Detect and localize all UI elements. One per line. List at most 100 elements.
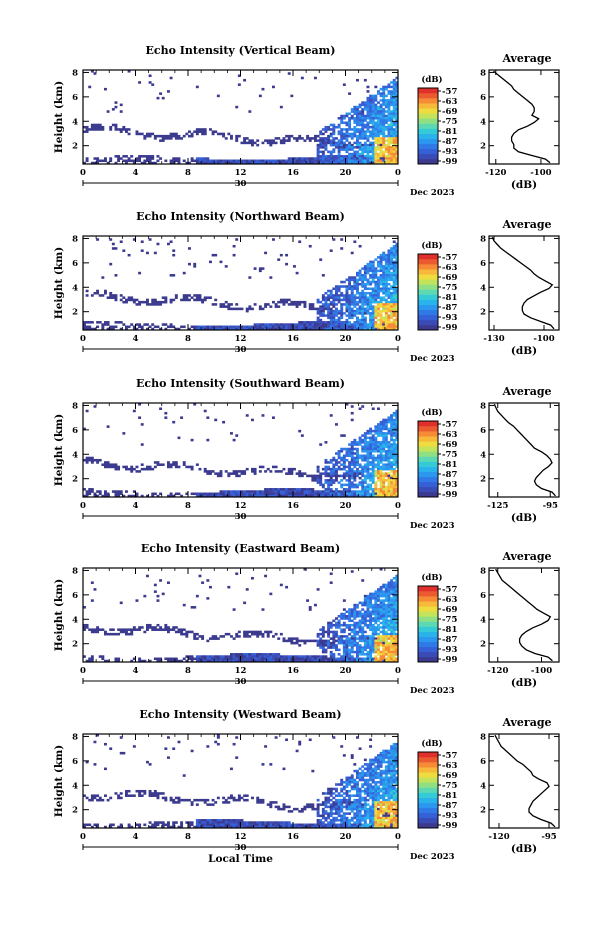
month-label: Dec 2023	[410, 354, 455, 364]
heatmap-cell	[329, 152, 333, 156]
heatmap-cell	[324, 648, 328, 652]
heatmap-cell	[384, 467, 388, 471]
heatmap-cell	[348, 285, 352, 288]
heatmap-cell	[303, 639, 307, 643]
colorbar-tick-label: -63	[442, 430, 457, 440]
heatmap-cell	[369, 134, 373, 138]
heatmap-cell	[321, 321, 325, 324]
heatmap-cell	[148, 626, 152, 629]
heatmap-cell	[251, 653, 254, 656]
heatmap-cell	[83, 628, 86, 631]
heatmap-cell	[195, 161, 199, 165]
heatmap-cell	[117, 128, 121, 131]
heatmap-cell	[356, 112, 359, 116]
heatmap-cell	[340, 155, 344, 158]
heatmap-cell	[308, 139, 312, 142]
heatmap-cell	[374, 287, 378, 291]
heatmap-cell	[143, 159, 147, 163]
heatmap-cell	[377, 146, 380, 149]
heatmap-cell	[329, 314, 333, 317]
heatmap-cell	[258, 492, 262, 496]
colorbar-swatch	[418, 441, 438, 447]
heatmap-cell	[371, 603, 375, 607]
heatmap-cell	[371, 96, 375, 100]
heatmap-cell	[392, 601, 396, 605]
heatmap-cell	[342, 648, 346, 652]
heatmap-cell	[356, 454, 359, 458]
heatmap-cell	[384, 143, 388, 147]
heatmap-cell	[101, 276, 105, 279]
heatmap-cell	[248, 141, 252, 145]
heatmap-cell	[366, 134, 370, 138]
heatmap-cell	[269, 470, 273, 473]
heatmap-cell	[392, 615, 396, 618]
heatmap-cell	[222, 492, 226, 496]
heatmap-cell	[195, 494, 199, 498]
heatmap-cell	[353, 657, 357, 661]
heatmap-cell	[85, 823, 89, 827]
heatmap-cell	[209, 585, 212, 589]
heatmap-cell	[127, 823, 131, 827]
heatmap-cell	[350, 316, 354, 320]
heatmap-cell	[382, 494, 386, 498]
heatmap-cell	[382, 630, 386, 634]
heatmap-cell	[104, 492, 107, 496]
heatmap-cell	[395, 470, 399, 473]
heatmap-cell	[395, 450, 399, 453]
heatmap-cell	[348, 296, 352, 299]
heatmap-cell	[138, 825, 142, 829]
heatmap-cell	[392, 418, 396, 422]
average-x-tick-label: -100	[530, 168, 551, 178]
heatmap-cell	[324, 494, 328, 498]
y-tick-label: 8	[72, 68, 78, 78]
heatmap-cell	[358, 610, 362, 614]
heatmap-cell	[295, 490, 299, 493]
heatmap-cell	[300, 300, 304, 304]
heatmap-cell	[219, 260, 223, 264]
heatmap-cell	[382, 454, 386, 458]
heatmap-cell	[363, 465, 367, 469]
heatmap-cell	[387, 148, 391, 151]
heatmap-cell	[387, 615, 391, 618]
heatmap-cell	[109, 238, 113, 241]
heatmap-cell	[101, 655, 105, 658]
heatmap-cell	[374, 441, 378, 444]
heatmap-cell	[285, 325, 289, 329]
heatmap-cell	[285, 327, 289, 331]
heatmap-cell	[274, 159, 278, 163]
heatmap-cell	[345, 492, 349, 496]
heatmap-cell	[159, 303, 163, 306]
heatmap-cell	[342, 463, 346, 466]
heatmap-cell	[395, 628, 399, 631]
heatmap-cell	[135, 628, 139, 631]
heatmap-cell	[363, 303, 367, 306]
heatmap-cell	[324, 161, 328, 165]
heatmap-cell	[114, 325, 118, 329]
heatmap-cell	[335, 155, 338, 158]
heatmap-cell	[384, 637, 388, 640]
heatmap-cell	[153, 823, 157, 827]
heatmap-cell	[106, 321, 110, 324]
heatmap-cell	[125, 130, 128, 133]
heatmap-cell	[332, 137, 336, 140]
heatmap-cell	[90, 581, 94, 584]
heatmap-cell	[335, 659, 338, 663]
heatmap-cell	[172, 825, 176, 829]
heatmap-cell	[348, 323, 352, 326]
heatmap-cell	[258, 490, 262, 493]
colorbar-swatch	[418, 471, 438, 478]
heatmap-cell	[164, 411, 168, 415]
heatmap-cell	[153, 465, 157, 469]
heatmap-cell	[342, 134, 346, 138]
heatmap-cell	[348, 612, 352, 616]
heatmap-cell	[395, 619, 399, 623]
heatmap-cell	[356, 472, 359, 475]
heatmap-cell	[361, 612, 365, 616]
heatmap-cell	[308, 492, 312, 496]
heatmap-cell	[363, 445, 367, 449]
heatmap-cell	[169, 161, 173, 165]
heatmap-cell	[384, 463, 388, 466]
heatmap-cell	[185, 635, 189, 638]
heatmap-cell	[148, 792, 152, 795]
heatmap-cell	[361, 300, 365, 304]
